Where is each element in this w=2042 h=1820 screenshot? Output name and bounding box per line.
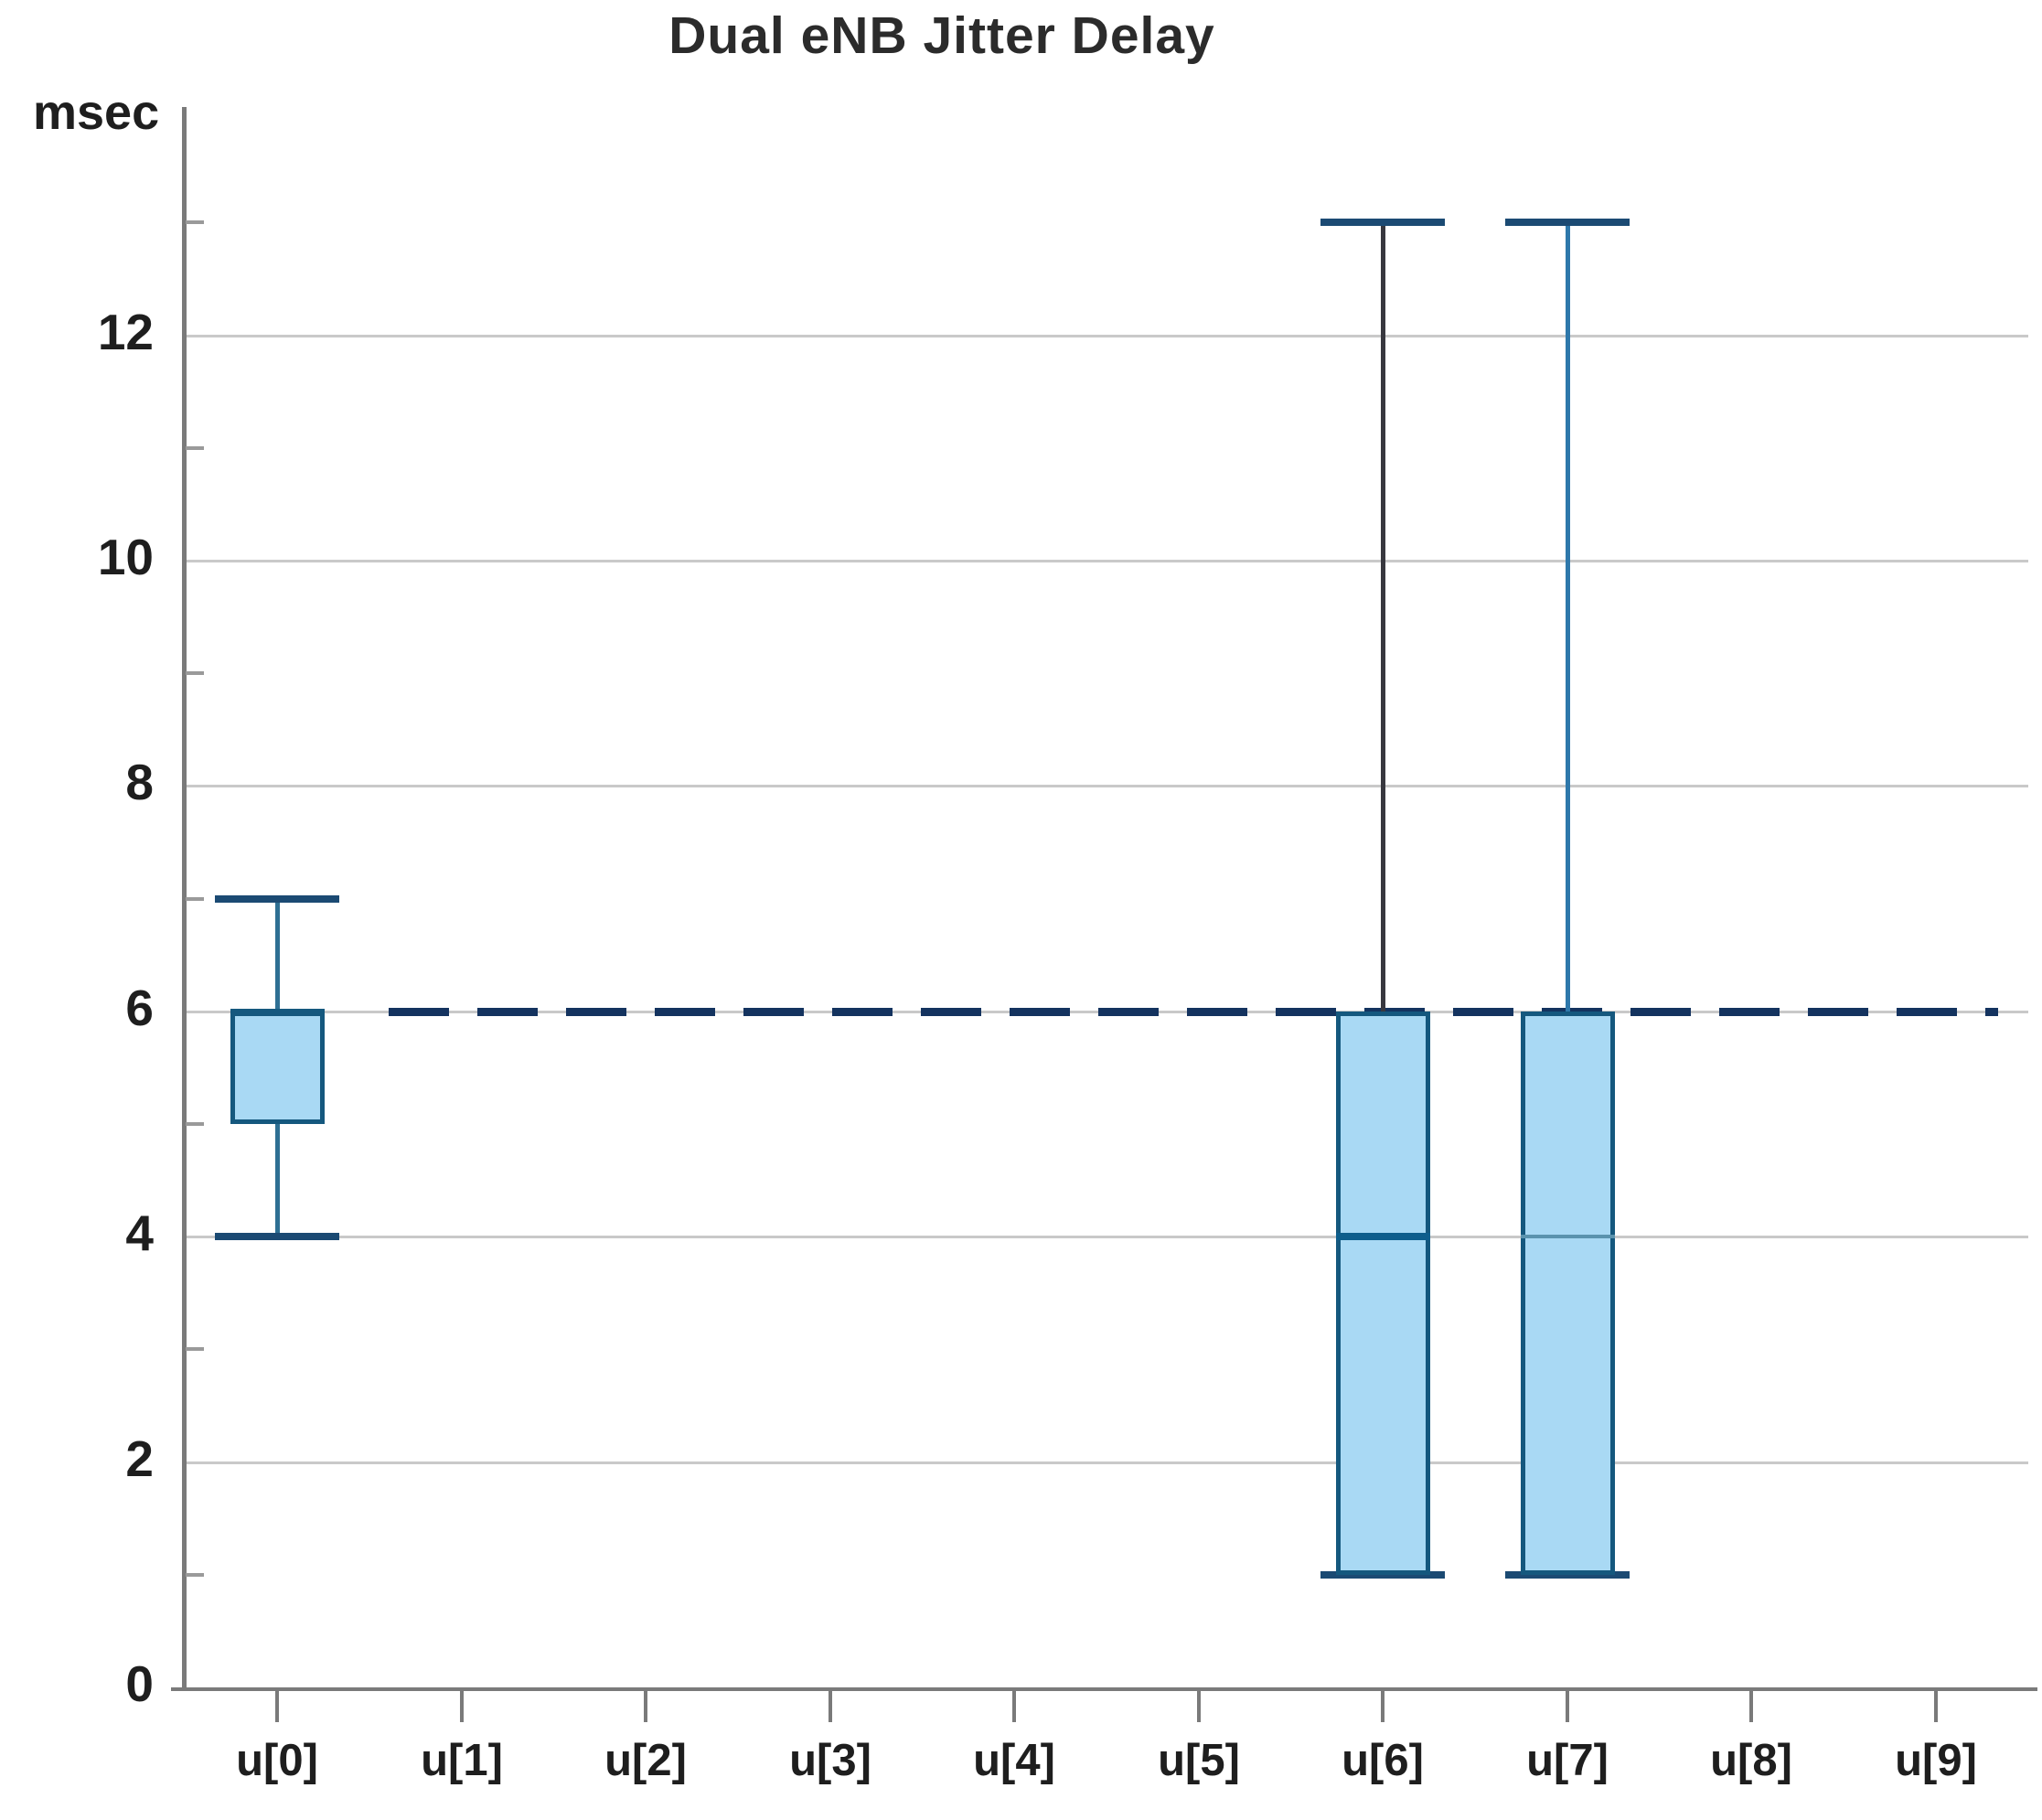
whisker-cap-max-u[7] — [1505, 219, 1630, 226]
whisker-cap-min-u[0] — [215, 1233, 339, 1240]
constant-delay-dash-line — [389, 1008, 1998, 1016]
x-category-label-6: u[6] — [1342, 1736, 1424, 1785]
median-line-u[6] — [1335, 1233, 1430, 1240]
x-category-label-1: u[1] — [421, 1736, 503, 1785]
y-tick-label-8: 8 — [125, 754, 154, 810]
x-tick-5 — [1197, 1691, 1201, 1722]
x-category-label-5: u[5] — [1158, 1736, 1240, 1785]
x-category-label-0: u[0] — [236, 1736, 318, 1785]
x-category-label-3: u[3] — [789, 1736, 871, 1785]
y-tick-label-10: 10 — [97, 529, 154, 585]
x-category-label-9: u[9] — [1895, 1736, 1977, 1785]
whisker-cap-min-u[7] — [1505, 1571, 1630, 1579]
whisker-line-u[7] — [1566, 222, 1570, 1575]
y-minor-tick-3 — [186, 1347, 204, 1351]
y-tick-label-2: 2 — [125, 1430, 154, 1487]
y-minor-tick-13 — [186, 220, 204, 224]
y-axis-line — [182, 107, 187, 1689]
median-line-u[0] — [230, 1009, 325, 1015]
x-tick-2 — [644, 1691, 647, 1722]
box-u[0] — [230, 1012, 325, 1124]
whisker-line-u[6] — [1381, 222, 1385, 1575]
y-minor-tick-11 — [186, 446, 204, 450]
x-tick-4 — [1012, 1691, 1016, 1722]
gridline-4 — [184, 1236, 2028, 1238]
x-tick-3 — [829, 1691, 832, 1722]
gridline-8 — [184, 785, 2028, 787]
gridline-10 — [184, 560, 2028, 562]
y-tick-label-6: 6 — [125, 980, 154, 1036]
x-axis-line — [171, 1687, 2037, 1691]
gridline-2 — [184, 1461, 2028, 1464]
gridline-12 — [184, 335, 2028, 337]
chart-title: Dual eNB Jitter Delay — [668, 6, 1215, 65]
x-tick-8 — [1749, 1691, 1753, 1722]
y-minor-tick-1 — [186, 1573, 204, 1577]
x-category-label-4: u[4] — [973, 1736, 1055, 1785]
y-tick-label-0: 0 — [125, 1655, 154, 1712]
y-tick-label-12: 12 — [97, 304, 154, 360]
x-tick-9 — [1934, 1691, 1938, 1722]
x-category-label-7: u[7] — [1526, 1736, 1609, 1785]
box-u[7] — [1520, 1012, 1615, 1575]
x-tick-0 — [275, 1691, 279, 1722]
y-minor-tick-5 — [186, 1122, 204, 1126]
x-tick-6 — [1381, 1691, 1384, 1722]
box-u[6] — [1335, 1012, 1430, 1575]
y-minor-tick-9 — [186, 671, 204, 675]
y-tick-label-4: 4 — [125, 1204, 154, 1261]
y-axis-unit-label: msec — [33, 85, 160, 140]
whisker-cap-max-u[0] — [215, 895, 339, 903]
whisker-cap-min-u[6] — [1320, 1571, 1445, 1579]
whisker-cap-max-u[6] — [1320, 219, 1445, 226]
x-tick-1 — [460, 1691, 464, 1722]
x-category-label-8: u[8] — [1710, 1736, 1792, 1785]
median-line-u[7] — [1520, 1235, 1615, 1238]
x-tick-7 — [1566, 1691, 1569, 1722]
x-category-label-2: u[2] — [604, 1736, 687, 1785]
y-minor-tick-7 — [186, 897, 204, 901]
